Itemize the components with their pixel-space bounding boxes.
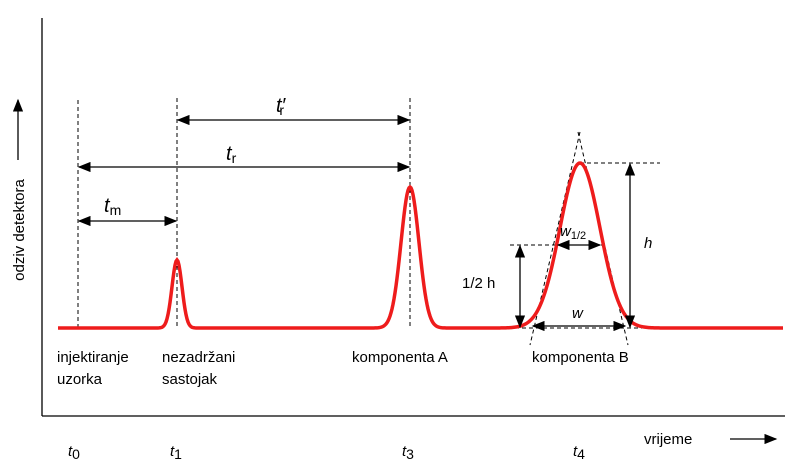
h-label: h: [644, 235, 652, 252]
t1: t1: [170, 443, 182, 461]
t4: t4: [573, 443, 585, 461]
half-h-label: 1/2 h: [462, 275, 495, 292]
y-axis-label: odziv detektora: [11, 178, 28, 280]
component-b-label: komponenta B: [532, 349, 629, 366]
x-axis-label: vrijeme: [644, 431, 692, 448]
w-label: w: [572, 305, 584, 322]
injection-label: injektiranje uzorka: [57, 349, 129, 388]
signal-curve: [58, 161, 783, 330]
arrows: [77, 114, 636, 332]
unretained-label: nezadržani sastojak: [162, 349, 235, 388]
t0: t0: [68, 443, 80, 461]
component-a-label: komponenta A: [352, 349, 448, 366]
w-half-label: w1/2: [560, 223, 586, 242]
tr-label: tr: [226, 143, 237, 166]
t3: t3: [402, 443, 414, 461]
tr-prime-label: t′r: [276, 95, 287, 118]
time-marks: t0 t1 t3 t4: [68, 443, 585, 461]
tm-label: tm: [104, 195, 121, 218]
